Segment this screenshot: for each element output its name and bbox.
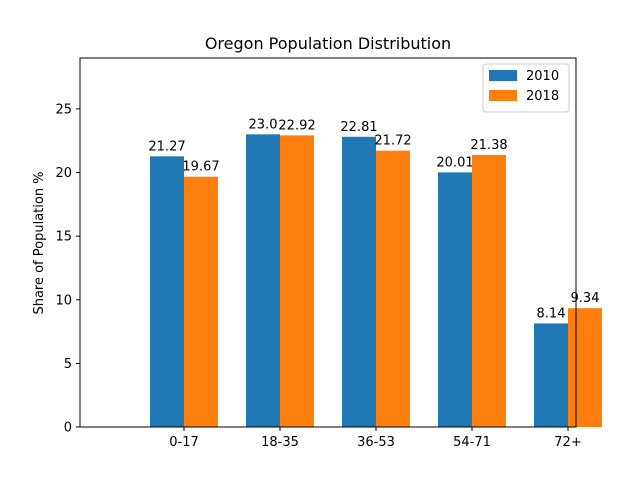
bar-2018-36-53	[376, 150, 410, 428]
y-tick-label: 20	[55, 166, 72, 181]
x-tick-label: 18-35	[261, 435, 299, 450]
x-tick-label: 36-53	[357, 435, 395, 450]
plot-area: 0 5 10 15 20 25 21.27 19.67 0-17 23.0 22.92 18-35 22…	[55, 102, 602, 450]
data-label-2010-0-17: 21.27	[148, 139, 185, 154]
data-label-2010-72+: 8.14	[537, 306, 566, 321]
x-tick-label: 0-17	[169, 435, 199, 450]
bar-2018-18-35	[280, 135, 314, 427]
y-tick-label: 15	[55, 230, 72, 245]
x-tick-label: 54-71	[453, 435, 491, 450]
x-tick-label: 72+	[554, 435, 581, 450]
data-label-2010-36-53: 22.81	[340, 120, 377, 135]
y-axis-label: Share of Population %	[32, 171, 47, 314]
data-label-2018-0-17: 19.67	[182, 160, 219, 175]
data-label-2018-54-71: 21.38	[470, 138, 507, 153]
legend-label-2010: 2010	[526, 69, 559, 84]
chart-title: Oregon Population Distribution	[205, 34, 451, 53]
plot-frame	[79, 57, 577, 428]
legend: 2010 2018	[482, 63, 570, 113]
data-label-2010-18-35: 23.0	[249, 117, 278, 132]
y-tick-label: 10	[55, 293, 72, 308]
bar-2010-0-17	[150, 156, 184, 427]
y-tick-label: 5	[64, 357, 72, 372]
y-tick-label: 25	[55, 102, 72, 117]
bar-2018-72+	[568, 308, 602, 427]
bar-2018-0-17	[184, 176, 218, 427]
legend-swatch-2018	[489, 90, 517, 101]
bar-2010-36-53	[342, 136, 376, 427]
bar-2010-18-35	[246, 134, 280, 427]
bar-2010-54-71	[438, 172, 472, 427]
data-label-2018-72+: 9.34	[571, 291, 600, 306]
y-tick-label: 0	[64, 421, 72, 436]
data-label-2018-18-35: 22.92	[278, 118, 315, 133]
data-label-2010-54-71: 20.01	[436, 155, 473, 170]
legend-label-2018: 2018	[526, 89, 559, 104]
bar-2018-54-71	[472, 154, 506, 427]
legend-swatch-2010	[489, 70, 517, 81]
data-label-2018-36-53: 21.72	[374, 134, 411, 149]
bar-2010-72+	[534, 323, 568, 427]
